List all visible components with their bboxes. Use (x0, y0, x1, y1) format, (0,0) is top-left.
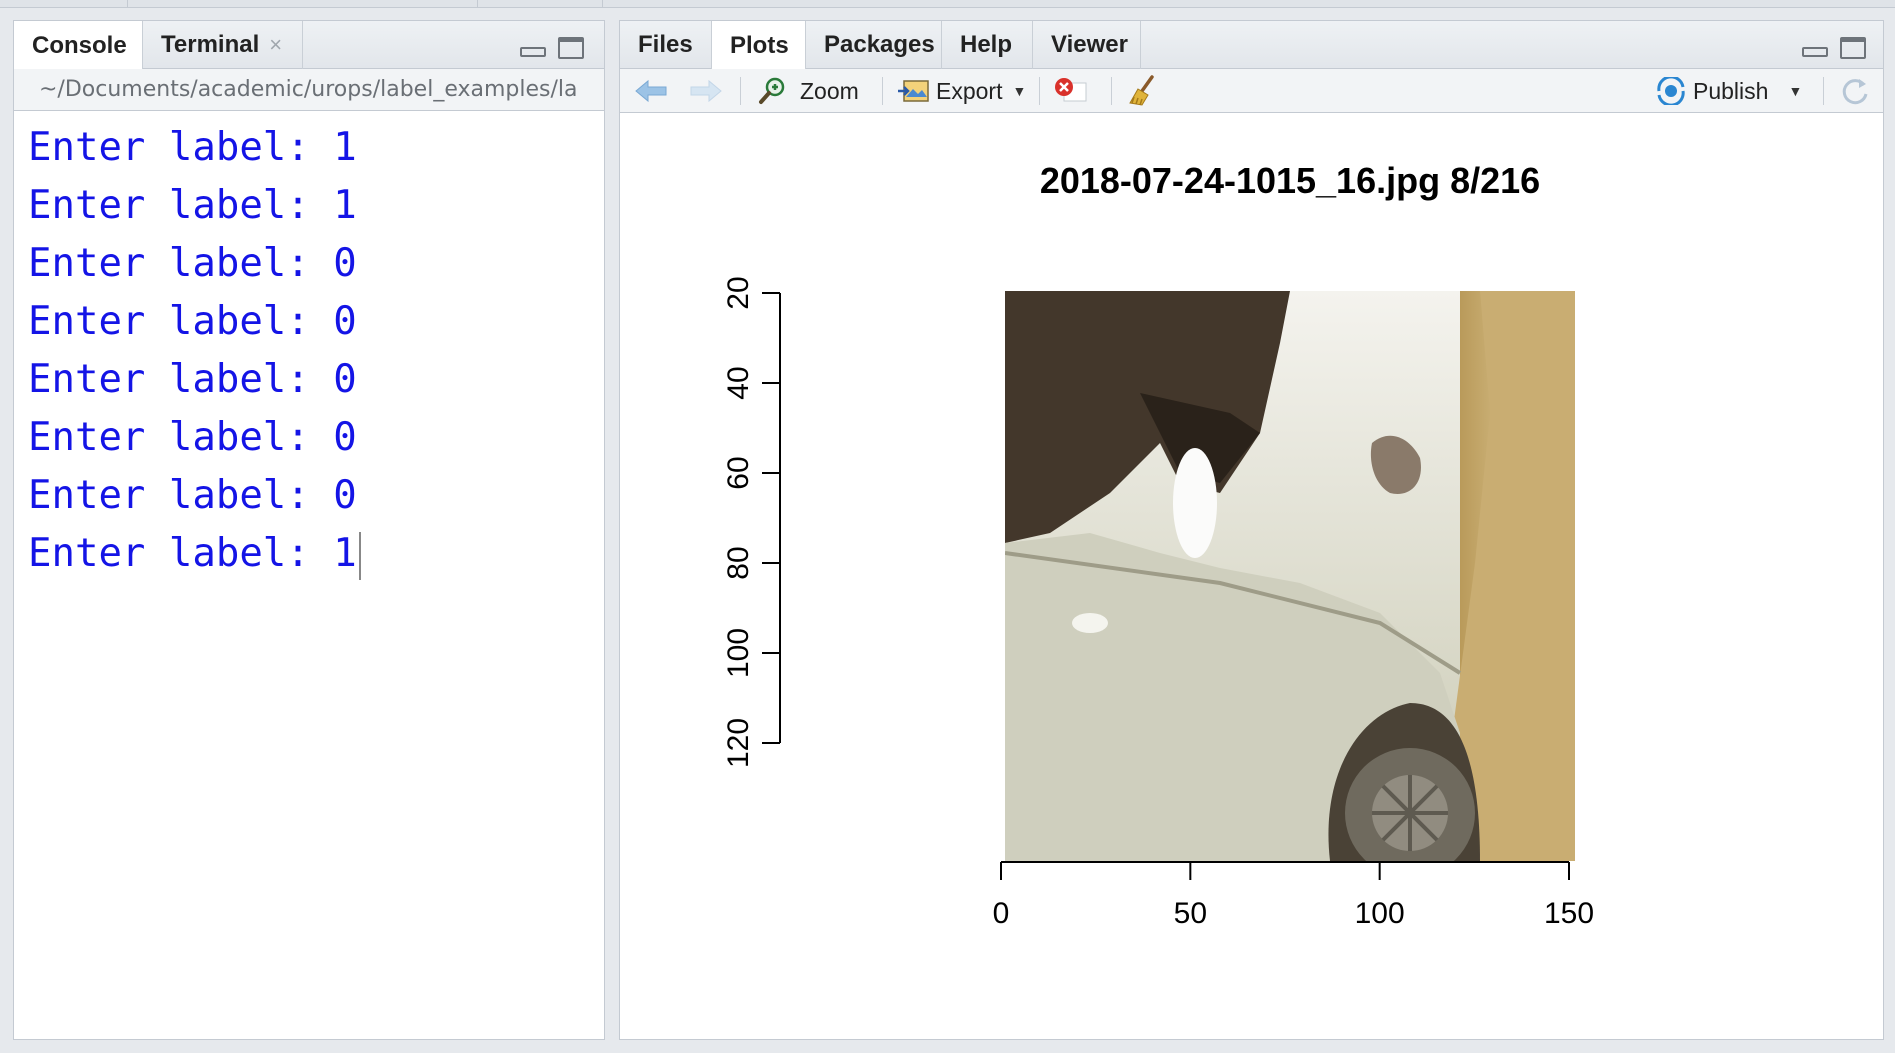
tab-console[interactable]: Console (14, 21, 143, 70)
zoom-button[interactable]: Zoom (758, 69, 859, 113)
x-tick-label: 0 (993, 897, 1010, 930)
tab-files-label: Files (638, 31, 693, 58)
tab-plots[interactable]: Plots (712, 21, 806, 70)
refresh-icon (1842, 79, 1868, 105)
y-tick-label: 60 (722, 456, 755, 489)
photo-door-handle (1072, 613, 1108, 633)
tab-terminal-label: Terminal (161, 31, 260, 58)
chevron-down-icon: ▼ (1012, 83, 1027, 99)
maximize-icon[interactable] (558, 37, 584, 59)
x-axis: 0 50 100 150 (993, 861, 1594, 930)
export-label: Export (936, 77, 1003, 104)
toolbar-separator (1039, 77, 1040, 105)
x-tick-label: 150 (1544, 897, 1594, 930)
photo-spokes (1372, 775, 1448, 851)
working-directory-path[interactable]: ~/Documents/academic/urops/label_example… (14, 69, 604, 111)
top-pane-strip (0, 0, 1895, 8)
top-strip-segment (128, 0, 478, 7)
clear-plots-button[interactable] (1126, 69, 1160, 113)
console-line: Enter label: 0 (28, 357, 357, 402)
tab-help[interactable]: Help (942, 21, 1033, 69)
broom-icon (1129, 75, 1154, 106)
console-input-line[interactable]: Enter label: 1 (28, 525, 604, 583)
y-tick-label: 120 (722, 718, 755, 768)
publish-button[interactable]: Publish ▼ (1655, 69, 1802, 113)
console-line: Enter label: 1 (28, 125, 357, 170)
console-tabbar: Console Terminal × (14, 21, 604, 70)
remove-plot-icon (1055, 78, 1087, 102)
tab-console-label: Console (32, 31, 127, 59)
console-line: Enter label: 1 (28, 183, 357, 228)
y-tick-label: 80 (722, 546, 755, 579)
console-input-text: Enter label: 1 (28, 531, 357, 576)
toolbar-separator (1111, 77, 1112, 105)
y-axis: 20 40 60 80 100 120 (722, 276, 781, 768)
publish-icon (1657, 77, 1685, 105)
plots-pane: Files Plots Packages Help Viewer Zoom (619, 20, 1884, 1040)
console-line: Enter label: 0 (28, 241, 357, 286)
tab-help-label: Help (960, 31, 1013, 58)
toolbar-separator (1823, 77, 1824, 105)
photo-body-line (1005, 551, 1462, 675)
tab-viewer[interactable]: Viewer (1033, 21, 1141, 69)
plots-tabbar: Files Plots Packages Help Viewer (620, 21, 1883, 70)
photo-light-reflection (1370, 435, 1421, 494)
plots-toolbar: Zoom Export ▼ Publish ▼ (620, 69, 1883, 113)
console-pane: Console Terminal × ~/Documents/academic/… (13, 20, 605, 1040)
minimize-icon[interactable] (520, 47, 546, 57)
x-tick-label: 50 (1174, 897, 1207, 930)
tab-terminal[interactable]: Terminal × (143, 21, 303, 69)
minimize-icon[interactable] (1802, 47, 1828, 57)
tab-packages[interactable]: Packages (806, 21, 942, 69)
plot-title: 2018-07-24-1015_16.jpg 8/216 (1040, 160, 1540, 201)
console-line: Enter label: 0 (28, 473, 357, 518)
export-icon (898, 80, 929, 102)
forward-arrow-icon[interactable] (689, 69, 723, 113)
remove-plot-button[interactable] (1054, 69, 1088, 113)
x-tick-label: 100 (1355, 897, 1405, 930)
console-line: Enter label: 0 (28, 415, 357, 460)
zoom-label: Zoom (800, 77, 859, 104)
photo-mirror (1173, 448, 1217, 558)
y-tick-label: 40 (722, 366, 755, 399)
tab-viewer-label: Viewer (1051, 31, 1128, 58)
tab-plots-label: Plots (730, 31, 789, 59)
toolbar-separator (740, 77, 741, 105)
toolbar-separator (882, 77, 883, 105)
publish-label: Publish (1693, 77, 1769, 104)
top-strip-segment (0, 0, 128, 7)
back-arrow-icon[interactable] (634, 69, 668, 113)
plot-area: 2018-07-24-1015_16.jpg 8/216 20 40 60 8 (620, 113, 1883, 1039)
console-line: Enter label: 0 (28, 299, 357, 344)
refresh-button[interactable] (1839, 69, 1871, 113)
console-window-controls (520, 37, 590, 59)
console-output[interactable]: Enter label: 1 Enter label: 1 Enter labe… (14, 111, 604, 1039)
maximize-icon[interactable] (1840, 37, 1866, 59)
car-photo (1005, 291, 1575, 861)
chevron-down-icon: ▼ (1788, 83, 1803, 99)
tab-files[interactable]: Files (620, 21, 712, 69)
photo-wall-edge (1435, 291, 1575, 861)
top-strip-segment (478, 0, 603, 7)
text-cursor (358, 531, 361, 580)
close-icon[interactable]: × (269, 32, 283, 57)
tab-packages-label: Packages (824, 31, 935, 58)
zoom-icon (759, 77, 785, 104)
export-button[interactable]: Export ▼ (896, 69, 1026, 113)
y-tick-label: 100 (722, 628, 755, 678)
photo-mirror-shadow (1140, 393, 1260, 483)
y-tick-label: 20 (722, 276, 755, 309)
plots-window-controls (1802, 37, 1872, 59)
